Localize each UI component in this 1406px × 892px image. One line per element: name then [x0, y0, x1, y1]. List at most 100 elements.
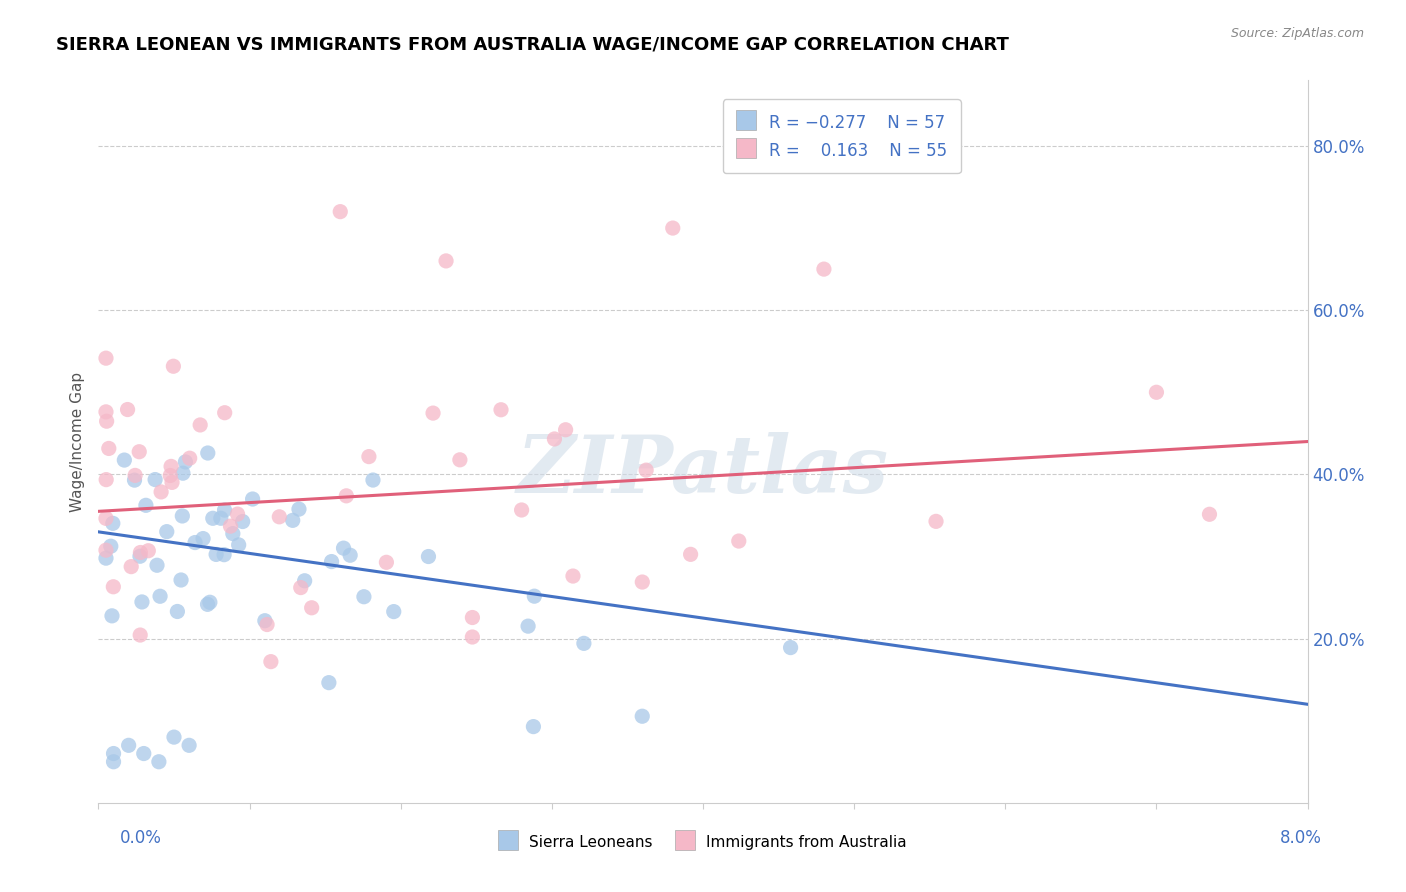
Point — [96, 473, 118, 487]
Point — [94, 351, 117, 366]
Point — [422, 406, 444, 420]
Point — [339, 548, 361, 562]
Text: SIERRA LEONEAN VS IMMIGRANTS FROM AUSTRALIA WAGE/INCOME GAP CORRELATION CHART: SIERRA LEONEAN VS IMMIGRANTS FROM AUSTRA… — [56, 36, 1010, 54]
Point — [103, 580, 125, 594]
Point — [727, 534, 749, 549]
Point — [94, 511, 117, 525]
Point — [636, 463, 658, 477]
Point — [96, 414, 118, 428]
Point — [94, 551, 117, 566]
Point — [197, 446, 219, 460]
Point — [260, 655, 283, 669]
Point — [135, 499, 157, 513]
Point — [150, 484, 173, 499]
Point — [124, 468, 146, 483]
Point — [269, 509, 291, 524]
Point — [212, 548, 235, 562]
Point — [253, 614, 276, 628]
Text: 8.0%: 8.0% — [1279, 829, 1322, 847]
Point — [172, 466, 194, 480]
Point — [925, 514, 948, 528]
Point — [103, 747, 125, 761]
Point — [160, 459, 183, 474]
Point — [94, 405, 117, 419]
Point — [779, 640, 801, 655]
Point — [281, 513, 304, 527]
Point — [149, 589, 172, 603]
Point — [198, 595, 221, 609]
Point — [321, 555, 343, 569]
Point — [94, 543, 117, 558]
Point — [679, 547, 702, 561]
Point — [631, 575, 654, 590]
Point — [120, 559, 142, 574]
Point — [129, 628, 152, 642]
Point — [112, 453, 135, 467]
Point — [184, 535, 207, 549]
Point — [631, 709, 654, 723]
Point — [572, 636, 595, 650]
Point — [461, 630, 484, 644]
Point — [148, 755, 170, 769]
Point — [201, 511, 224, 525]
Point — [353, 590, 375, 604]
Point — [228, 538, 250, 552]
Point — [143, 473, 166, 487]
Point — [510, 503, 533, 517]
Point — [97, 442, 120, 456]
Point — [517, 619, 540, 633]
Point — [301, 600, 323, 615]
Point — [375, 555, 398, 569]
Point — [191, 532, 214, 546]
Point — [166, 605, 188, 619]
Point — [357, 450, 380, 464]
Point — [214, 406, 236, 420]
Point — [418, 549, 440, 564]
Point — [103, 755, 125, 769]
Point — [146, 558, 169, 573]
Point — [288, 502, 311, 516]
Point — [461, 610, 484, 624]
Point — [329, 204, 352, 219]
Point — [661, 221, 683, 235]
Point — [226, 507, 249, 521]
Point — [222, 526, 245, 541]
Point — [543, 432, 565, 446]
Point — [562, 569, 585, 583]
Point — [332, 541, 354, 556]
Point — [170, 573, 193, 587]
Point — [117, 402, 139, 417]
Point — [162, 359, 184, 374]
Point — [160, 475, 183, 490]
Point — [232, 515, 254, 529]
Text: ZIPatlas: ZIPatlas — [517, 432, 889, 509]
Point — [1198, 508, 1220, 522]
Point — [163, 730, 186, 744]
Point — [256, 617, 278, 632]
Point — [159, 468, 181, 483]
Point — [197, 598, 219, 612]
Text: Source: ZipAtlas.com: Source: ZipAtlas.com — [1230, 27, 1364, 40]
Point — [129, 545, 152, 559]
Point — [523, 589, 546, 603]
Point — [136, 543, 159, 558]
Point — [219, 519, 242, 533]
Point — [172, 508, 194, 523]
Point — [294, 574, 316, 588]
Point — [129, 549, 152, 564]
Point — [128, 444, 150, 458]
Point — [449, 452, 471, 467]
Point — [554, 423, 576, 437]
Y-axis label: Wage/Income Gap: Wage/Income Gap — [69, 371, 84, 512]
Point — [361, 473, 384, 487]
Point — [101, 516, 124, 531]
Point — [188, 417, 211, 432]
Point — [156, 524, 179, 539]
Text: 0.0%: 0.0% — [120, 829, 162, 847]
Point — [124, 473, 146, 487]
Point — [101, 608, 124, 623]
Point — [489, 402, 512, 417]
Point — [179, 451, 201, 466]
Point — [100, 539, 122, 553]
Point — [118, 739, 141, 753]
